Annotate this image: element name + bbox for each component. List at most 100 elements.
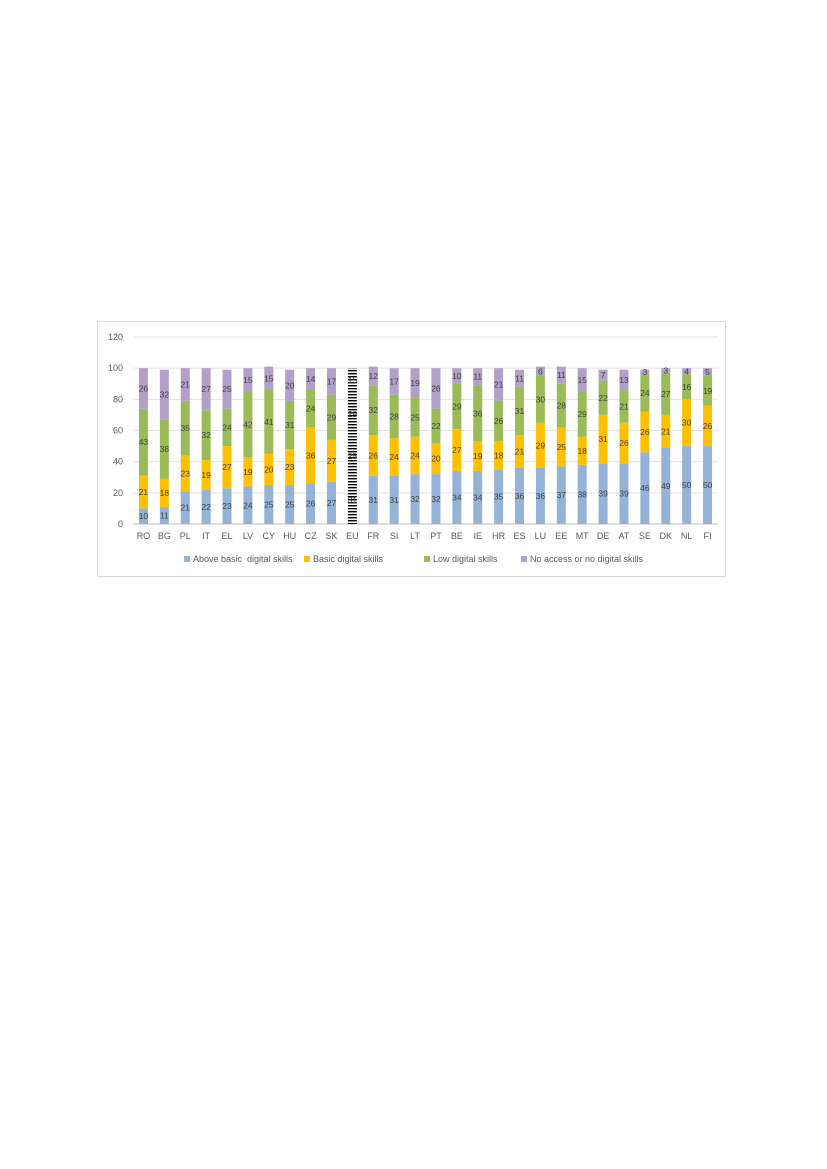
bar-segment-ie-series-4	[473, 368, 483, 386]
data-label: 21	[180, 503, 190, 513]
bar-segment-pt-series-1	[431, 474, 441, 524]
data-label: 21	[661, 426, 671, 436]
bar-segment-bg-series-2	[159, 478, 169, 507]
data-label: 19	[410, 378, 420, 388]
bar-segment-lt-series-3	[410, 397, 420, 437]
bar-segment-lv-series-4	[243, 368, 253, 392]
data-label: 36	[536, 491, 546, 501]
bar-segment-be-series-1	[452, 471, 462, 524]
stacked-bar-chart: 1021432611183832212335212219322723272425…	[108, 332, 718, 564]
bar-segment-ee-series-3	[556, 383, 566, 428]
bar-segment-hr-series-2	[494, 441, 504, 470]
y-tick-label: 0	[118, 519, 123, 529]
data-label: 39	[619, 489, 629, 499]
data-label: 37	[557, 490, 567, 500]
bar-segment-cz-series-1	[306, 483, 316, 524]
data-label: 14	[306, 374, 316, 384]
bar-segment-eu-series-1	[347, 475, 357, 524]
data-label: 43	[139, 437, 149, 447]
data-label: 32	[431, 494, 441, 504]
bar-segment-cy-series-2	[264, 453, 274, 486]
data-label: 27	[201, 384, 211, 394]
bar-segment-pt-series-2	[431, 442, 441, 475]
bar-segment-se-series-3	[640, 374, 650, 412]
data-label: 12	[369, 371, 379, 381]
data-label: 23	[222, 501, 232, 511]
data-label: 15	[577, 375, 587, 385]
bar-segment-ie-series-2	[473, 441, 483, 472]
bar-segment-se-series-1	[640, 452, 650, 524]
data-label: 7	[601, 370, 606, 380]
bar-segment-hu-series-3	[285, 400, 295, 450]
x-category-label: RO	[137, 531, 151, 541]
data-label: 26	[139, 383, 149, 393]
bar-segment-sk-series-1	[326, 481, 336, 524]
x-category-label: IE	[473, 531, 482, 541]
bar-segment-lv-series-1	[243, 486, 253, 524]
data-label: 26	[494, 416, 504, 426]
bar-segment-fi-series-2	[703, 405, 713, 447]
bar-segment-de-series-1	[598, 463, 608, 524]
data-label: 15	[348, 375, 358, 385]
bar-segment-be-series-2	[452, 428, 462, 472]
data-label: 35	[494, 492, 504, 502]
x-category-label: CY	[263, 531, 276, 541]
bar-segment-at-series-2	[619, 422, 629, 464]
bar-segment-hr-series-4	[494, 368, 504, 401]
data-label: 38	[577, 489, 587, 499]
x-category-label: DE	[597, 531, 610, 541]
bar-segment-eu-series-2	[347, 436, 357, 476]
bar-segment-ro-series-3	[138, 408, 148, 476]
data-label: 46	[640, 483, 650, 493]
bar-segment-hr-series-3	[494, 400, 504, 442]
data-label: 4	[684, 366, 689, 376]
bar-segment-ie-series-3	[473, 385, 483, 442]
data-label: 10	[452, 371, 462, 381]
bar-segment-fr-series-1	[368, 475, 378, 524]
data-label: 18	[494, 450, 504, 460]
y-tick-label: 120	[108, 332, 123, 342]
data-label: 26	[431, 383, 441, 393]
data-label: 22	[598, 393, 608, 403]
data-label: 32	[160, 390, 170, 400]
data-label: 19	[703, 386, 713, 396]
bar-segment-pl-series-4	[180, 368, 190, 401]
data-label: 34	[452, 493, 462, 503]
bar-segment-fi-series-1	[703, 446, 713, 524]
bar-segment-de-series-2	[598, 414, 608, 464]
y-tick-label: 20	[113, 488, 123, 498]
data-label: 27	[222, 462, 232, 472]
bar-segment-hu-series-1	[285, 485, 295, 524]
data-label: 6	[538, 366, 543, 376]
data-label: 30	[536, 394, 546, 404]
bar-segment-bg-series-3	[159, 419, 169, 479]
bar-segment-lv-series-3	[243, 391, 253, 457]
data-label: 36	[473, 408, 483, 418]
bar-segment-fr-series-2	[368, 435, 378, 476]
data-label: 50	[703, 480, 713, 490]
bar-segment-es-series-1	[515, 467, 525, 524]
bar-segment-bg-series-1	[159, 506, 169, 524]
y-tick-label: 100	[108, 363, 123, 373]
data-label: 11	[473, 372, 482, 382]
data-label: 24	[306, 404, 316, 414]
bar-segment-mt-series-3	[577, 391, 587, 437]
legend-swatch	[521, 556, 527, 562]
bar-segment-ee-series-2	[556, 427, 566, 467]
bar-segment-si-series-3	[389, 394, 399, 439]
data-label: 21	[515, 447, 525, 457]
bar-segment-de-series-4	[598, 369, 608, 381]
data-label: 27	[327, 456, 337, 466]
data-label: 31	[285, 420, 295, 430]
bar-segment-mt-series-1	[577, 464, 587, 524]
data-label: 17	[389, 376, 399, 386]
bar-segment-se-series-2	[640, 411, 650, 453]
x-category-label: NL	[681, 531, 693, 541]
data-label: 19	[243, 467, 253, 477]
data-label: 31	[369, 495, 379, 505]
bar-segment-el-series-1	[222, 488, 232, 524]
bar-segment-dk-series-4	[661, 368, 671, 373]
data-label: 31	[348, 495, 358, 505]
bar-segment-ee-series-1	[556, 466, 566, 524]
data-label: 20	[431, 454, 441, 464]
